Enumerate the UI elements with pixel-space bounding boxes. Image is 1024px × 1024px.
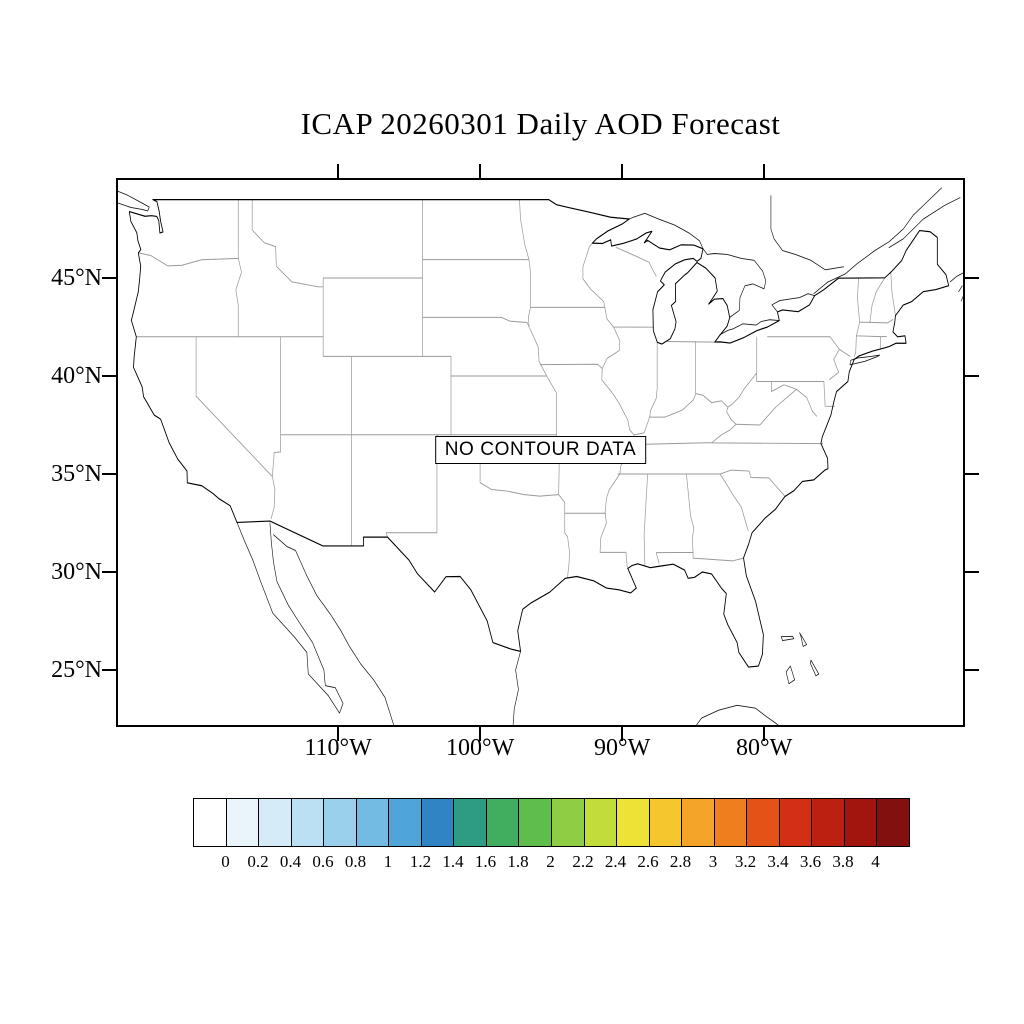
lon-tick-top [763, 164, 766, 178]
colorbar-tick-label: 1.6 [474, 852, 497, 871]
colorbar-cell [551, 799, 584, 846]
colorbar-cell [323, 799, 356, 846]
colorbar-cell [485, 799, 519, 846]
colorbar-cell [194, 799, 226, 846]
lon-axis-label: 90°W [594, 735, 651, 761]
lat-tick-right [965, 571, 979, 574]
lat-tick-right [965, 473, 979, 476]
lat-tick-left [102, 277, 116, 280]
lon-tick-top [621, 164, 624, 178]
colorbar-tick-label: 0.4 [279, 852, 302, 871]
colorbar-tick-label: 4 [871, 852, 880, 871]
lon-tick-bottom [337, 727, 340, 741]
lon-axis-label: 110°W [304, 735, 372, 761]
colorbar-tick-label: 3.8 [832, 852, 854, 871]
lon-axis-label: 80°W [736, 735, 793, 761]
colorbar-tick-label: 3.4 [767, 852, 789, 871]
lat-axis-label: 35°N [51, 461, 102, 488]
no-contour-data-label: NO CONTOUR DATA [434, 436, 647, 464]
colorbar-labels: 0 0.2 0.4 0.6 0.8 1 1.2 1.4 1.6 1.8 2 2.2 2.4 2.6 2.8 3… [193, 852, 908, 876]
lat-axis-label: 40°N [51, 363, 102, 390]
lon-tick-top [337, 164, 340, 178]
colorbar-cell [681, 799, 714, 846]
colorbar-tick-label: 0 [221, 852, 230, 871]
international-borders-path [118, 187, 963, 725]
colorbar-cell [811, 799, 844, 846]
lat-tick-right [965, 375, 979, 378]
lat-axis-label: 30°N [51, 559, 102, 586]
lat-tick-left [102, 571, 116, 574]
colorbar-tick-label: 2.8 [669, 852, 692, 871]
colorbar-tick-label: 2 [546, 852, 555, 871]
colorbar-cell [616, 799, 649, 846]
colorbar-cell [746, 799, 779, 846]
lat-tick-left [102, 473, 116, 476]
colorbar-cell [778, 799, 812, 846]
colorbar-tick-label: 1.8 [507, 852, 529, 871]
colorbar-cell [290, 799, 324, 846]
lon-axis-label: 100°W [446, 735, 515, 761]
colorbar-cell [583, 799, 617, 846]
colorbar-cell [420, 799, 454, 846]
colorbar-cell [225, 799, 259, 846]
colorbar-tick-label: 0.6 [312, 852, 334, 871]
colorbar-tick-label: 1.2 [409, 852, 432, 871]
lat-tick-left [102, 669, 116, 672]
colorbar-cell [453, 799, 486, 846]
lat-axis-label: 45°N [51, 265, 102, 292]
state-borders-path [135, 199, 896, 579]
lat-tick-right [965, 669, 979, 672]
lon-tick-bottom [621, 727, 624, 741]
lat-tick-right [965, 277, 979, 280]
lon-tick-bottom [479, 727, 482, 741]
colorbar-tick-label: 0.2 [247, 852, 269, 871]
coastline-path [128, 199, 950, 668]
colorbar-cell [713, 799, 747, 846]
colorbar-tick-label: 2.2 [572, 852, 594, 871]
colorbar-cell [876, 799, 910, 846]
colorbar-tick-label: 1 [383, 852, 393, 871]
lat-axis-label: 25°N [51, 657, 102, 684]
colorbar-cell [258, 799, 291, 846]
plot-title: ICAP 20260301 Daily AOD Forecast [300, 106, 781, 141]
colorbar-cell [355, 799, 389, 846]
lon-tick-top [479, 164, 482, 178]
colorbar [193, 798, 910, 847]
colorbar-cell [388, 799, 421, 846]
colorbar-tick-label: 1.4 [442, 852, 464, 871]
colorbar-tick-label: 2.6 [637, 852, 659, 871]
colorbar-tick-label: 2.4 [604, 852, 627, 871]
colorbar-tick-label: 3.6 [799, 852, 822, 871]
colorbar-tick-label: 3 [708, 852, 718, 871]
map-frame: NO CONTOUR DATA [102, 164, 979, 741]
colorbar-cell [843, 799, 877, 846]
colorbar-cell [518, 799, 552, 846]
colorbar-cell [648, 799, 682, 846]
us-basemap [118, 187, 963, 725]
colorbar-tick-label: 0.8 [344, 852, 367, 871]
lat-tick-left [102, 375, 116, 378]
colorbar-tick-label: 3.2 [734, 852, 757, 871]
lon-tick-bottom [763, 727, 766, 741]
